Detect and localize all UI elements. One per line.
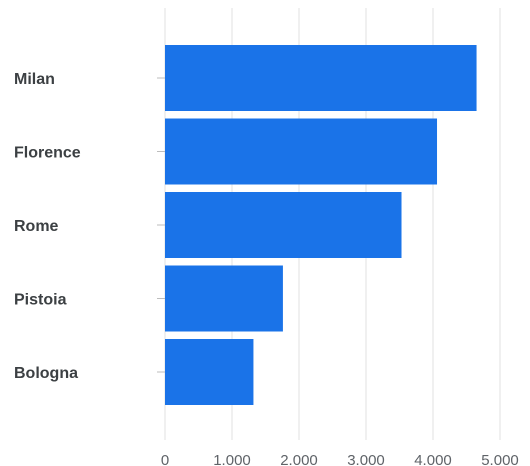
x-tick-label: 0 — [161, 452, 169, 466]
category-label-milan: Milan — [14, 71, 55, 88]
category-label-florence: Florence — [14, 145, 81, 162]
bar-rome[interactable] — [165, 192, 402, 258]
x-tick-label: 5.000 — [481, 452, 519, 466]
category-label-rome: Rome — [14, 218, 59, 235]
bar-pistoia[interactable] — [165, 265, 283, 332]
category-label-pistoia: Pistoia — [14, 292, 67, 309]
x-tick-label: 2.000 — [280, 452, 318, 466]
bars — [165, 45, 477, 405]
category-label-bologna: Bologna — [14, 365, 78, 382]
category-labels: Milan Florence Rome Pistoia Bologna — [14, 71, 81, 382]
x-tick-label: 3.000 — [347, 452, 385, 466]
x-axis-tick-labels: 0 1.000 2.000 3.000 4.000 5.000 — [161, 452, 519, 466]
bar-milan[interactable] — [165, 45, 477, 111]
x-tick-label: 1.000 — [213, 452, 251, 466]
x-tick-label: 4.000 — [414, 452, 452, 466]
bar-bologna[interactable] — [165, 339, 254, 405]
bar-florence[interactable] — [165, 118, 438, 185]
